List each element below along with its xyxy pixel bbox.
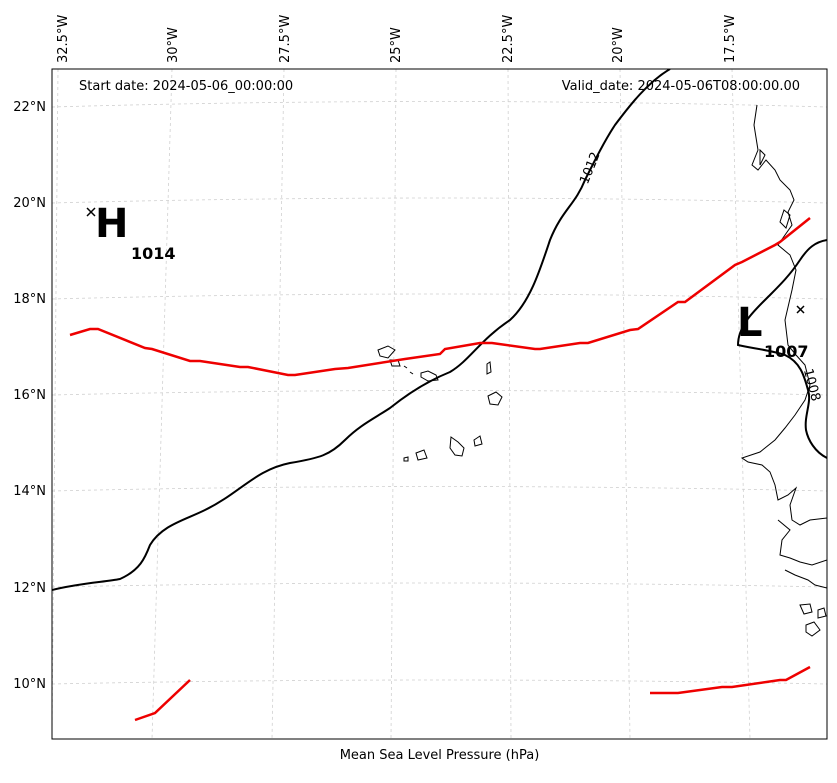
pressure-center-markers (86, 207, 805, 314)
isobar-label-1008: 1008 (800, 367, 823, 403)
isobar-1012 (52, 69, 671, 591)
lat-label: 18°N (13, 292, 46, 307)
lon-label: 30°W (166, 27, 181, 63)
lat-label: 10°N (13, 677, 46, 692)
lon-label: 27.5°W (278, 15, 293, 63)
lat-label: 20°N (13, 196, 46, 211)
front-lines (69, 217, 811, 722)
graticule (52, 69, 827, 739)
isobar-label-1012: 1012 (577, 150, 603, 186)
longitude-labels: 32.5°W 30°W 27.5°W 25°W 22.5°W 20°W 17.5… (56, 15, 738, 63)
isobar-1008 (736, 239, 827, 459)
front-line-main (69, 217, 811, 377)
high-pressure-letter: H (95, 201, 129, 247)
low-pressure-letter: L (737, 300, 763, 346)
lat-label: 22°N (13, 100, 46, 115)
low-pressure-value: 1007 (764, 342, 809, 361)
coastlines (377, 104, 827, 637)
lon-label: 32.5°W (56, 15, 71, 63)
high-center-marker (86, 207, 96, 217)
map-frame (51, 68, 828, 740)
lat-label: 12°N (13, 581, 46, 596)
isobars (52, 69, 827, 591)
cape-verde-islands (377, 345, 396, 359)
low-center-marker (796, 305, 805, 314)
front-line-south-west (134, 679, 191, 722)
lon-label: 22.5°W (501, 15, 516, 63)
start-date-label: Start date: 2024-05-06_00:00:00 (79, 79, 294, 94)
lat-label: 14°N (13, 484, 46, 499)
front-line-south-east (650, 665, 811, 695)
latitude-labels: 22°N 20°N 18°N 16°N 14°N 12°N 10°N (13, 100, 46, 692)
lat-label: 16°N (13, 388, 46, 403)
valid-date-label: Valid_date: 2024-05-06T08:00:00.00 (561, 79, 800, 94)
africa-coastline (740, 104, 827, 526)
lon-label: 25°W (389, 27, 404, 63)
lon-label: 17.5°W (723, 15, 738, 63)
x-axis-label: Mean Sea Level Pressure (hPa) (339, 748, 540, 763)
lon-label: 20°W (611, 27, 626, 63)
high-pressure-value: 1014 (131, 244, 176, 263)
